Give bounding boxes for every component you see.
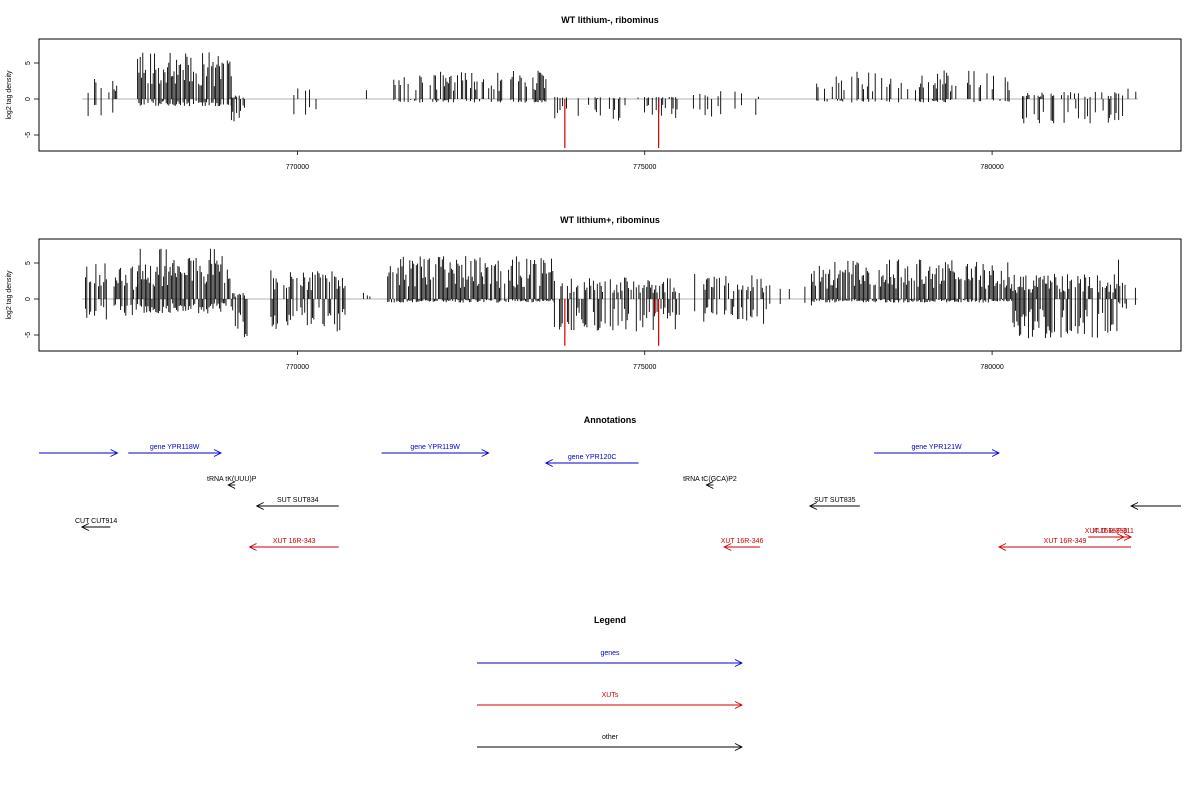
panel-2-ylabel: log2 tag density: [6, 270, 13, 320]
feature-label: SUT SUT834: [277, 497, 319, 504]
feature-arrow-head: [808, 502, 818, 510]
annotation-feature: SUT SUT834: [255, 497, 339, 510]
y-tick-label: 5: [25, 261, 32, 265]
feature-arrow-head: [1116, 533, 1125, 541]
y-tick-label: 5: [25, 61, 32, 65]
x-tick-label: 770000: [286, 164, 309, 171]
legend-entry: genes: [477, 650, 744, 667]
feature-label: tRNA tK(UUU)P: [207, 476, 257, 483]
legend-entry: XUTs: [477, 692, 744, 709]
feature-label: XUT 16R-349: [1044, 538, 1087, 545]
x-tick-label: 780000: [980, 364, 1003, 371]
feature-arrow-head: [255, 502, 264, 510]
feature-arrow-head: [1123, 533, 1133, 541]
annotation-feature: [39, 449, 119, 457]
annotation-feature: XUT 16R-349: [997, 538, 1132, 551]
legend-label: XUTs: [602, 692, 619, 699]
panel-1-bars: [82, 52, 1138, 148]
legend-label: other: [602, 734, 619, 741]
feature-label: XUT 16F-311: [1093, 528, 1134, 535]
feature-arrow-head: [544, 459, 553, 467]
legend-entries: genes XUTs other: [477, 650, 744, 751]
legend-arrow-head: [734, 701, 744, 709]
panel-2-x-ticks: 770000 775000 780000: [286, 351, 1004, 371]
feature-label: gene YPR121W: [912, 444, 962, 451]
annotation-feature: XUT 16R-350: [1085, 528, 1128, 541]
feature-label: XUT 16R-346: [721, 538, 764, 545]
annotations-panel: Annotations gene YPR118W gene YPR119Wgene…: [39, 415, 1181, 551]
feature-arrow-head: [248, 543, 257, 551]
feature-label: XUT 16R-343: [273, 538, 316, 545]
annotation-features: gene YPR118W gene YPR119W gene YPR120C gene…: [39, 444, 1181, 551]
panel-2-frame: [38, 238, 1182, 352]
annotation-feature: tRNA tK(UUU)P: [207, 476, 257, 489]
feature-label: CUT CUT914: [75, 518, 117, 525]
feature-arrow-head: [481, 449, 490, 457]
feature-label: gene YPR120C: [568, 454, 617, 461]
x-tick-label: 780000: [980, 164, 1003, 171]
feature-arrow-head: [1130, 502, 1139, 510]
legend-panel: Legend genes XUTs other: [477, 615, 744, 751]
annotation-feature: gene YPR121W: [874, 444, 1001, 457]
x-tick-label: 775000: [633, 364, 656, 371]
y-tick-label: -5: [25, 332, 32, 338]
panel-1-title: WT lithium-, ribominus: [561, 15, 659, 25]
panel-1-y-ticks: -5 0 5: [25, 61, 39, 138]
panel-1-frame: [38, 38, 1182, 152]
feature-arrow-head: [705, 481, 714, 489]
feature-label: gene YPR118W: [150, 444, 200, 451]
legend-title: Legend: [594, 615, 626, 625]
x-tick-label: 770000: [286, 364, 309, 371]
legend-entry: other: [477, 734, 744, 751]
annotations-title: Annotations: [584, 415, 637, 425]
panel-1-x-ticks: 770000 775000 780000: [286, 151, 1004, 171]
feature-label: XUT 16R-350: [1085, 528, 1128, 535]
legend-arrow-head: [734, 743, 744, 751]
y-tick-label: 0: [25, 97, 32, 101]
panel-1-ylabel: log2 tag density: [6, 70, 13, 120]
feature-label: SUT SUT835: [814, 497, 856, 504]
feature-arrow-head: [723, 543, 732, 551]
annotation-feature: gene YPR119W: [381, 444, 490, 457]
legend-arrow-head: [734, 659, 744, 667]
feature-label: tRNA tC(GCA)P2: [683, 476, 737, 483]
feature-label: gene YPR119W: [410, 444, 460, 451]
feature-arrow-head: [227, 481, 236, 489]
feature-arrow-head: [110, 449, 119, 457]
annotation-feature: gene YPR118W: [128, 444, 223, 457]
feature-arrow-head: [997, 543, 1007, 551]
legend-label: genes: [600, 650, 620, 657]
annotation-feature: SUT SUT835: [808, 497, 860, 510]
panel-lithium-plus: WT lithium+, ribominus log2 tag density …: [6, 215, 1182, 371]
annotation-feature: XUT 16R-343: [248, 538, 339, 551]
y-tick-label: 0: [25, 297, 32, 301]
annotation-feature: tRNA tC(GCA)P2: [683, 476, 737, 489]
feature-arrow-head: [213, 449, 223, 457]
panel-lithium-minus: WT lithium-, ribominus log2 tag density …: [6, 15, 1182, 171]
annotation-feature: gene YPR120C: [544, 454, 639, 467]
panel-2-bars: [82, 248, 1138, 346]
x-tick-label: 775000: [633, 164, 656, 171]
annotation-feature: [1130, 502, 1181, 510]
panel-2-y-ticks: -5 0 5: [25, 261, 39, 338]
annotation-feature: XUT 16R-346: [721, 538, 764, 551]
feature-arrow-head: [991, 449, 1001, 457]
panel-2-title: WT lithium+, ribominus: [560, 215, 660, 225]
y-tick-label: -5: [25, 132, 32, 138]
annotation-feature: CUT CUT914: [75, 518, 117, 531]
feature-arrow-head: [80, 523, 90, 531]
